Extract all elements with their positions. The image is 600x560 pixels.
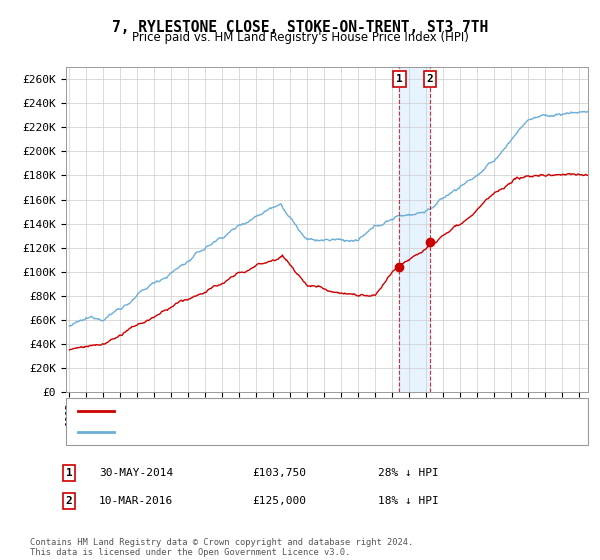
Text: 2: 2 bbox=[65, 496, 73, 506]
Text: 18% ↓ HPI: 18% ↓ HPI bbox=[378, 496, 439, 506]
Bar bbox=[400, 67, 430, 392]
Text: £103,750: £103,750 bbox=[252, 468, 306, 478]
Text: Contains HM Land Registry data © Crown copyright and database right 2024.
This d: Contains HM Land Registry data © Crown c… bbox=[30, 538, 413, 557]
Text: 30-MAY-2014: 30-MAY-2014 bbox=[99, 468, 173, 478]
Text: 10-MAR-2016: 10-MAR-2016 bbox=[99, 496, 173, 506]
Text: HPI: Average price, detached house, Stoke-on-Trent: HPI: Average price, detached house, Stok… bbox=[126, 427, 439, 437]
Text: 2: 2 bbox=[427, 74, 433, 84]
Text: £125,000: £125,000 bbox=[252, 496, 306, 506]
Text: 7, RYLESTONE CLOSE, STOKE-ON-TRENT, ST3 7TH: 7, RYLESTONE CLOSE, STOKE-ON-TRENT, ST3 … bbox=[112, 20, 488, 35]
Text: 1: 1 bbox=[65, 468, 73, 478]
Text: 1: 1 bbox=[396, 74, 403, 84]
Text: Price paid vs. HM Land Registry's House Price Index (HPI): Price paid vs. HM Land Registry's House … bbox=[131, 31, 469, 44]
Text: 28% ↓ HPI: 28% ↓ HPI bbox=[378, 468, 439, 478]
Text: 7, RYLESTONE CLOSE, STOKE-ON-TRENT, ST3 7TH (detached house): 7, RYLESTONE CLOSE, STOKE-ON-TRENT, ST3 … bbox=[126, 406, 501, 416]
